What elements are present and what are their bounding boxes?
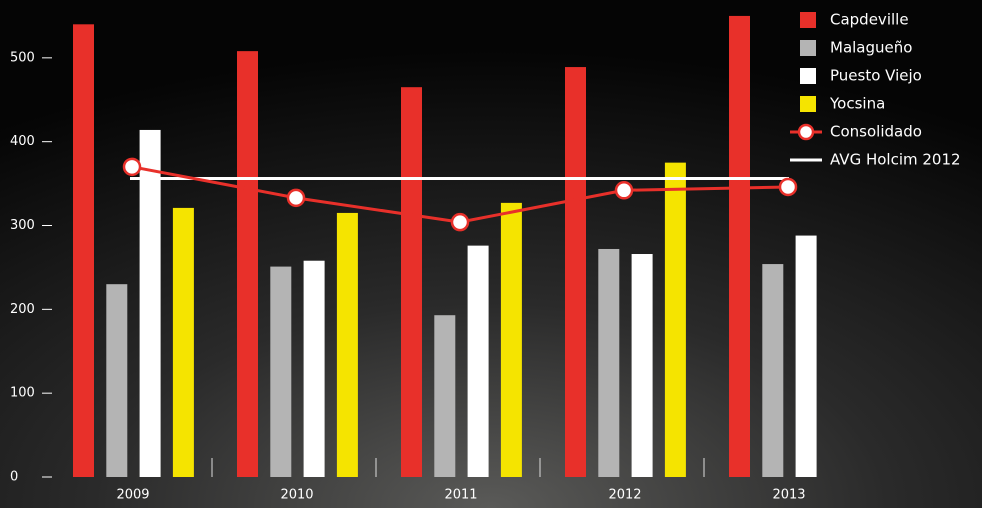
legend-label: AVG Holcim 2012 — [830, 151, 961, 169]
y-tick-label: 500 — [10, 50, 35, 65]
legend-swatch — [800, 96, 816, 112]
x-tick-label: 2012 — [608, 488, 641, 503]
x-tick-label: 2013 — [772, 488, 805, 503]
bar — [664, 162, 686, 477]
legend-marker — [797, 123, 815, 141]
bar — [565, 67, 586, 477]
legend-label: Consolidado — [830, 123, 922, 141]
bar — [172, 207, 194, 477]
x-tick-label: 2011 — [444, 488, 477, 503]
y-tick-label: 300 — [10, 218, 35, 233]
y-tick-label: 100 — [10, 386, 35, 401]
bar — [139, 129, 161, 478]
legend-swatch — [800, 12, 816, 28]
bar — [303, 260, 325, 477]
line-marker — [450, 212, 470, 232]
bar — [106, 284, 128, 477]
bar — [729, 15, 750, 477]
legend-swatch — [800, 68, 816, 84]
bar — [598, 248, 620, 477]
bar — [336, 212, 358, 477]
bar — [795, 235, 817, 477]
legend-label: Capdeville — [830, 11, 909, 29]
line-marker — [778, 177, 798, 197]
y-tick-label: 400 — [10, 134, 35, 149]
x-tick-label: 2010 — [280, 488, 313, 503]
line-marker — [122, 157, 142, 177]
y-tick-label: 200 — [10, 302, 35, 317]
bar — [237, 51, 258, 477]
bar — [401, 87, 422, 477]
bar — [762, 264, 784, 477]
legend-label: Puesto Viejo — [830, 67, 922, 85]
legend-label: Malagueño — [830, 39, 912, 57]
legend-label: Yocsina — [829, 95, 885, 113]
bar — [631, 254, 653, 477]
line-marker — [614, 181, 634, 200]
bar — [467, 245, 489, 477]
line-marker — [286, 188, 306, 208]
x-tick-label: 2009 — [116, 488, 149, 503]
y-tick-label: 0 — [10, 470, 18, 485]
legend-swatch — [800, 40, 816, 56]
bar — [73, 24, 94, 478]
bar — [434, 315, 456, 477]
bar — [500, 202, 522, 477]
bar — [270, 266, 292, 477]
